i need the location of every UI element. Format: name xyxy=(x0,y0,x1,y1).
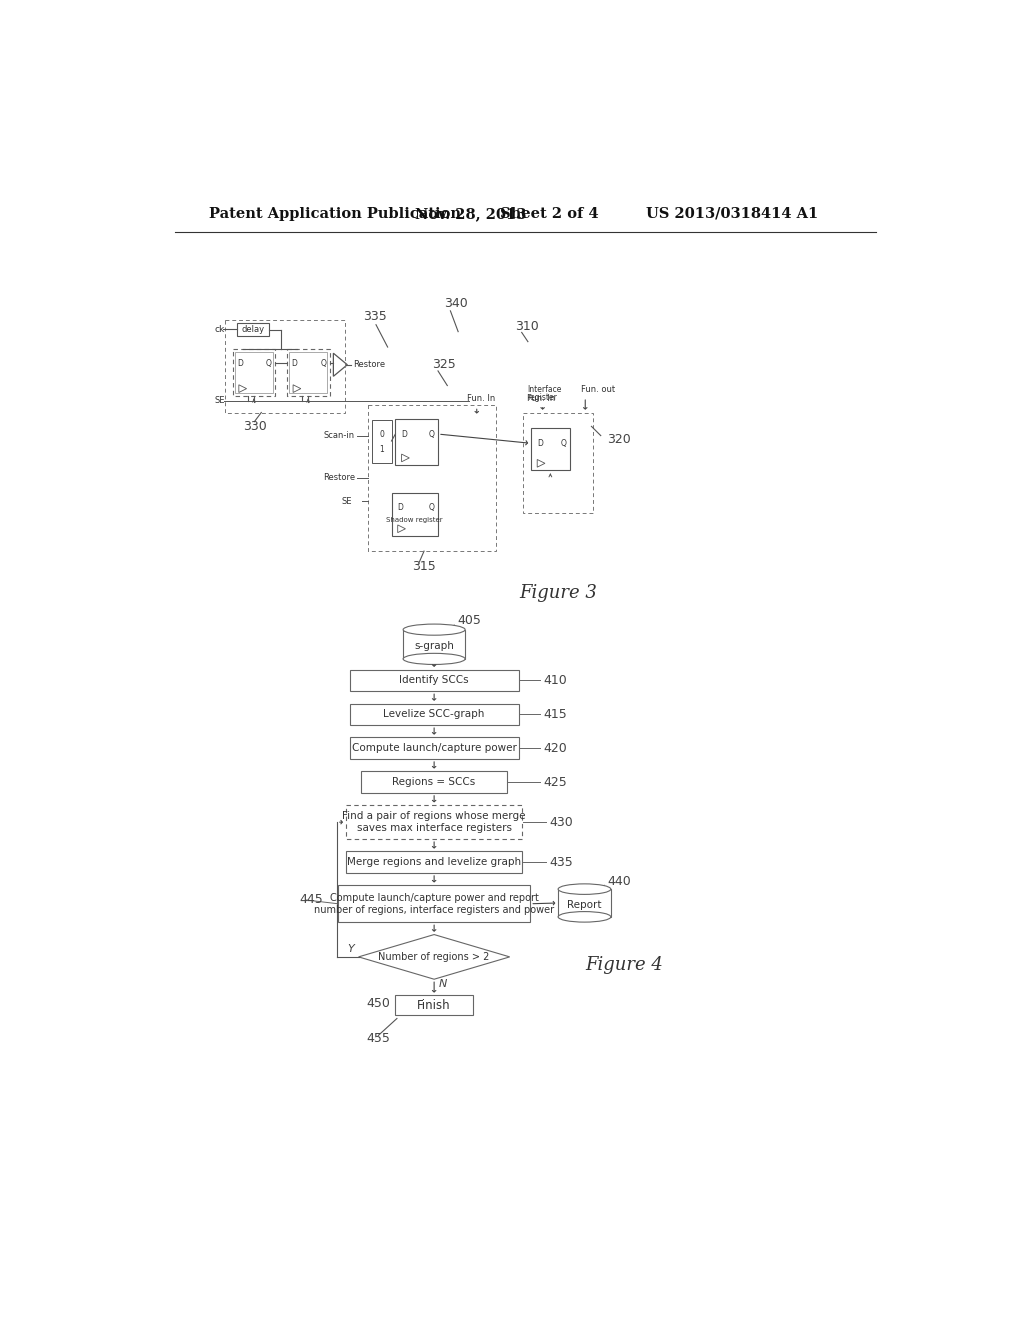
Text: Finish: Finish xyxy=(418,999,451,1012)
Text: Compute launch/capture power and report
number of regions, interface registers a: Compute launch/capture power and report … xyxy=(314,892,554,915)
Text: US 2013/0318414 A1: US 2013/0318414 A1 xyxy=(646,207,818,220)
Text: 330: 330 xyxy=(243,420,266,433)
Text: Merge regions and levelize graph: Merge regions and levelize graph xyxy=(347,857,521,867)
Bar xyxy=(234,351,273,393)
Text: Sheet 2 of 4: Sheet 2 of 4 xyxy=(500,207,599,220)
Text: 410: 410 xyxy=(544,675,567,686)
Text: Identify SCCs: Identify SCCs xyxy=(399,676,469,685)
Bar xyxy=(225,321,345,413)
Text: 335: 335 xyxy=(362,310,387,323)
Text: 455: 455 xyxy=(366,1032,390,1045)
Bar xyxy=(361,771,507,793)
Text: 405: 405 xyxy=(458,614,481,627)
Text: 440: 440 xyxy=(607,875,632,888)
Text: SE: SE xyxy=(215,396,225,405)
Bar xyxy=(523,412,593,512)
Text: 425: 425 xyxy=(544,776,567,788)
Bar xyxy=(403,630,465,659)
Bar xyxy=(349,738,518,759)
Text: Nov. 28, 2013: Nov. 28, 2013 xyxy=(415,207,526,220)
Text: s-graph: s-graph xyxy=(414,640,454,651)
Text: Figure 4: Figure 4 xyxy=(586,956,664,974)
Text: D: D xyxy=(397,503,403,512)
Text: Regions = SCCs: Regions = SCCs xyxy=(392,777,476,787)
Text: Fun. out: Fun. out xyxy=(582,385,615,393)
Text: 420: 420 xyxy=(544,742,567,755)
Bar xyxy=(558,890,611,917)
Text: Compute launch/capture power: Compute launch/capture power xyxy=(351,743,516,754)
Text: Q: Q xyxy=(429,429,434,438)
Bar xyxy=(346,851,522,873)
Text: Y: Y xyxy=(347,944,353,954)
Text: D: D xyxy=(401,429,408,438)
Bar xyxy=(289,351,328,393)
Text: 340: 340 xyxy=(444,297,468,310)
Text: 325: 325 xyxy=(432,358,456,371)
Bar xyxy=(338,886,530,923)
Bar xyxy=(237,323,269,337)
Text: Q: Q xyxy=(560,438,566,447)
Text: Fun. In: Fun. In xyxy=(527,395,555,403)
Text: Report: Report xyxy=(567,899,602,909)
Text: 1: 1 xyxy=(380,445,384,454)
Bar xyxy=(232,350,275,396)
Text: D: D xyxy=(238,359,243,368)
Ellipse shape xyxy=(403,653,465,664)
Text: Q: Q xyxy=(321,359,326,368)
Text: delay: delay xyxy=(242,325,264,334)
Bar xyxy=(395,995,473,1015)
Text: 415: 415 xyxy=(544,708,567,721)
Text: ck: ck xyxy=(215,325,225,334)
Text: N: N xyxy=(438,979,447,989)
Text: Q: Q xyxy=(429,503,434,512)
Text: Shadow register: Shadow register xyxy=(386,517,443,523)
Bar xyxy=(531,428,569,470)
Text: 450: 450 xyxy=(366,998,390,1010)
Text: 430: 430 xyxy=(550,816,573,829)
Text: Restore: Restore xyxy=(324,474,355,482)
Bar xyxy=(369,405,496,552)
Text: D: D xyxy=(292,359,297,368)
Text: 0: 0 xyxy=(379,429,384,438)
Bar xyxy=(372,420,391,462)
Text: Interface: Interface xyxy=(527,385,561,393)
Bar xyxy=(349,704,518,725)
Bar xyxy=(349,669,518,692)
Text: register: register xyxy=(527,392,557,401)
Text: Fun. In: Fun. In xyxy=(467,395,496,403)
Text: 315: 315 xyxy=(413,560,436,573)
Bar xyxy=(391,494,438,536)
Text: 320: 320 xyxy=(607,433,631,446)
Text: 435: 435 xyxy=(550,855,573,869)
Text: Figure 3: Figure 3 xyxy=(519,585,597,602)
Text: Find a pair of regions whose merge
saves max interface registers: Find a pair of regions whose merge saves… xyxy=(342,812,526,833)
Bar xyxy=(346,805,522,840)
Text: Levelize SCC-graph: Levelize SCC-graph xyxy=(383,709,484,719)
Bar xyxy=(287,350,330,396)
Text: Patent Application Publication: Patent Application Publication xyxy=(209,207,462,220)
Text: Q: Q xyxy=(266,359,271,368)
Text: Scan-in: Scan-in xyxy=(324,432,354,440)
Bar xyxy=(395,418,438,465)
Text: 445: 445 xyxy=(299,894,323,907)
Ellipse shape xyxy=(558,884,611,895)
Ellipse shape xyxy=(558,912,611,923)
Ellipse shape xyxy=(403,624,465,635)
Text: Restore: Restore xyxy=(352,360,385,370)
Text: Number of regions > 2: Number of regions > 2 xyxy=(379,952,489,962)
Text: 310: 310 xyxy=(515,319,540,333)
Text: D: D xyxy=(538,438,543,447)
Text: SE: SE xyxy=(341,496,351,506)
